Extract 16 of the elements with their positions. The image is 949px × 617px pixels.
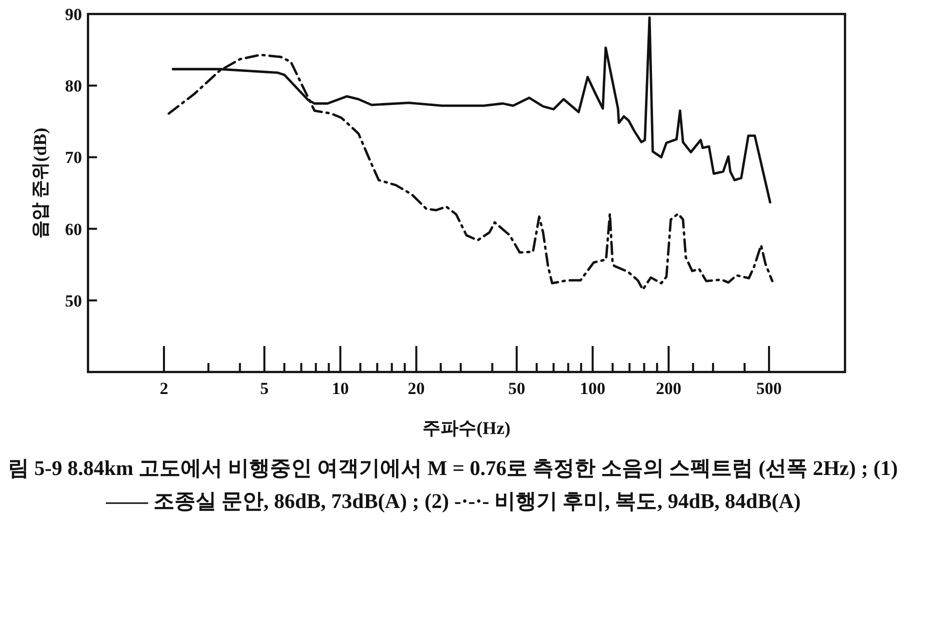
x-tick-label: 20 (408, 379, 425, 398)
x-tick-label: 50 (508, 379, 526, 398)
x-tick-label: 500 (756, 379, 782, 398)
y-tick-label: 80 (65, 76, 82, 96)
x-tick-label: 10 (332, 379, 349, 398)
y-axis-title: 음압 준위(dB) (30, 128, 50, 238)
x-tick-label: 5 (260, 379, 269, 398)
y-tick-label: 50 (65, 291, 82, 310)
x-tick-label: 100 (580, 379, 606, 398)
y-tick-label: 60 (65, 220, 82, 239)
y-tick-label: 90 (65, 5, 82, 24)
y-tick-label: 70 (65, 148, 82, 168)
x-axis-title: 주파수(Hz) (422, 418, 510, 438)
text: 림 5-9 8.84km 고도에서 비행중인 여객기에서 M = 0.76로 측정한 소음의 스펙트럼 (선폭 2Hz) ; (1) —— 조종실 문안, 86dB, 73dB(A) ; (2) -·-·- 비행기 후미, 복도, 94dB, 84dB(A) (8, 455, 899, 515)
x-tick-label: 200 (656, 379, 682, 398)
x-tick-label: 2 (160, 379, 168, 398)
